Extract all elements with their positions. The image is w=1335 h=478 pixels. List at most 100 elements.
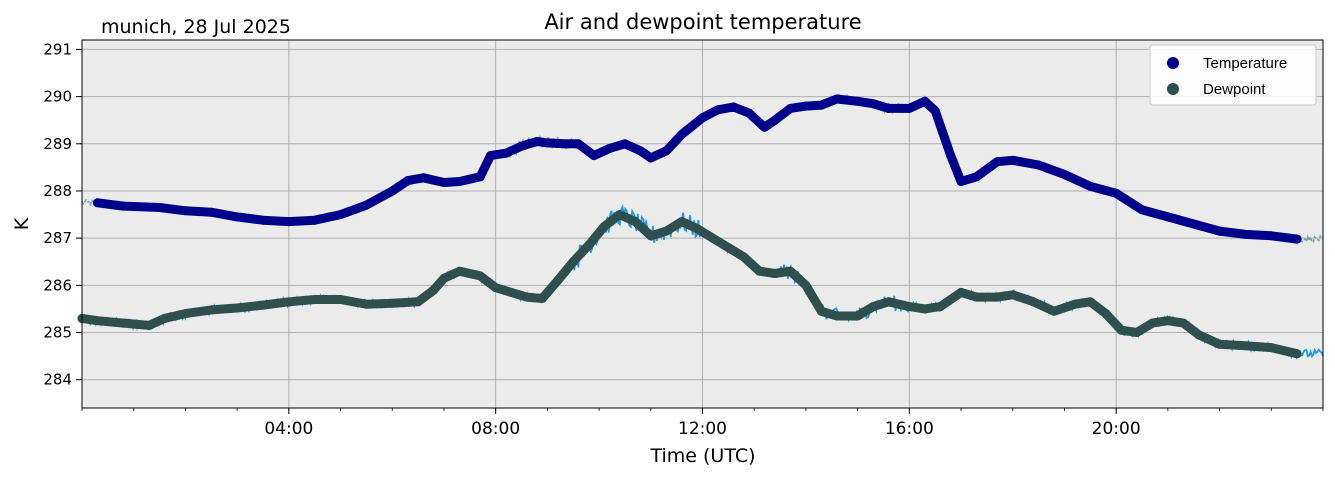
x-tick-label: 04:00 xyxy=(264,419,313,439)
data-point-dewpoint xyxy=(118,318,128,328)
y-tick-label: 285 xyxy=(43,324,72,342)
data-point-temperature xyxy=(206,207,216,217)
data-point-temperature xyxy=(698,113,707,123)
data-point-temperature xyxy=(1292,234,1302,244)
data-point-temperature xyxy=(361,200,371,210)
data-point-temperature xyxy=(501,148,511,158)
data-point-dewpoint xyxy=(615,210,625,220)
data-point-dewpoint xyxy=(206,305,216,315)
data-point-temperature xyxy=(573,139,583,149)
data-point-temperature xyxy=(232,212,242,222)
data-point-dewpoint xyxy=(284,297,294,307)
data-point-dewpoint xyxy=(1194,330,1204,340)
data-point-dewpoint xyxy=(1049,306,1059,316)
data-point-temperature xyxy=(475,172,485,182)
legend-marker-dewpoint xyxy=(1167,83,1179,95)
data-point-temperature xyxy=(542,138,552,148)
data-point-dewpoint xyxy=(770,269,780,278)
data-point-dewpoint xyxy=(1070,299,1080,309)
data-point-temperature xyxy=(801,101,811,111)
y-tick-label: 284 xyxy=(43,371,72,389)
data-point-temperature xyxy=(589,151,599,161)
data-point-temperature xyxy=(1266,231,1276,241)
data-point-temperature xyxy=(636,146,645,156)
data-point-dewpoint xyxy=(1008,290,1018,300)
data-point-temperature xyxy=(868,99,878,109)
data-point-dewpoint xyxy=(972,292,982,302)
data-point-dewpoint xyxy=(361,299,371,309)
data-point-temperature xyxy=(884,103,894,113)
data-point-dewpoint xyxy=(1292,349,1302,359)
data-point-temperature xyxy=(956,177,966,186)
y-axis-label: K xyxy=(11,217,33,230)
data-point-dewpoint xyxy=(904,302,914,312)
data-point-temperature xyxy=(455,177,464,186)
data-point-dewpoint xyxy=(935,302,945,312)
x-tick-label: 08:00 xyxy=(471,419,520,439)
data-point-dewpoint xyxy=(920,304,930,314)
data-point-temperature xyxy=(486,151,495,161)
data-point-temperature xyxy=(517,141,526,151)
data-point-temperature xyxy=(439,178,449,187)
data-point-temperature xyxy=(904,103,914,113)
data-point-temperature xyxy=(336,210,345,220)
data-point-temperature xyxy=(93,198,102,208)
data-point-temperature xyxy=(661,146,671,156)
data-point-dewpoint xyxy=(232,303,242,313)
data-point-dewpoint xyxy=(661,226,671,236)
data-point-dewpoint xyxy=(599,221,609,231)
data-point-temperature xyxy=(677,129,687,139)
x-axis: 04:00 08:00 12:00 16:00 20:00 xyxy=(81,408,1324,439)
data-point-dewpoint xyxy=(853,311,863,321)
data-point-dewpoint xyxy=(160,313,170,323)
y-axis: 284 285 286 287 288 289 290 291 xyxy=(43,40,82,389)
data-point-temperature xyxy=(744,108,754,118)
data-point-dewpoint xyxy=(884,297,894,307)
data-point-dewpoint xyxy=(832,311,842,321)
data-point-dewpoint xyxy=(677,217,687,227)
data-point-temperature xyxy=(118,201,128,211)
data-point-temperature xyxy=(284,217,294,227)
data-point-dewpoint xyxy=(1101,309,1111,319)
data-point-dewpoint xyxy=(553,276,563,286)
data-point-temperature xyxy=(992,157,1002,167)
data-point-temperature xyxy=(1189,219,1199,229)
data-point-dewpoint xyxy=(723,243,733,253)
data-point-temperature xyxy=(853,96,863,106)
data-point-dewpoint xyxy=(584,240,594,250)
data-point-dewpoint xyxy=(1147,318,1157,328)
data-point-dewpoint xyxy=(646,231,656,241)
x-tick-label: 12:00 xyxy=(678,419,727,439)
data-point-dewpoint xyxy=(692,224,702,234)
data-point-temperature xyxy=(532,136,542,146)
data-point-temperature xyxy=(387,186,397,196)
data-point-temperature xyxy=(713,105,723,115)
y-tick-label: 286 xyxy=(43,276,72,294)
data-point-dewpoint xyxy=(1085,297,1095,307)
data-point-dewpoint xyxy=(258,300,268,310)
data-point-dewpoint xyxy=(1240,341,1250,351)
data-point-temperature xyxy=(258,215,268,225)
y-tick-label: 290 xyxy=(43,88,72,106)
data-point-temperature xyxy=(1034,160,1044,170)
data-point-dewpoint xyxy=(491,283,501,293)
data-point-temperature xyxy=(1215,226,1225,236)
data-point-dewpoint xyxy=(336,295,345,304)
data-point-dewpoint xyxy=(475,271,485,281)
x-axis-label: Time (UTC) xyxy=(649,445,755,467)
y-tick-label: 287 xyxy=(43,229,72,247)
data-point-temperature xyxy=(155,203,165,212)
x-tick-label: 16:00 xyxy=(885,419,934,439)
data-point-dewpoint xyxy=(387,298,397,308)
data-point-dewpoint xyxy=(455,266,464,276)
data-point-dewpoint xyxy=(144,320,154,330)
data-point-dewpoint xyxy=(506,287,516,297)
data-point-dewpoint xyxy=(801,280,811,290)
data-point-temperature xyxy=(620,139,630,149)
data-point-temperature xyxy=(1085,181,1095,191)
data-point-dewpoint xyxy=(956,287,966,297)
data-point-temperature xyxy=(1111,188,1121,198)
data-point-temperature xyxy=(310,215,320,225)
data-point-temperature xyxy=(920,96,930,106)
